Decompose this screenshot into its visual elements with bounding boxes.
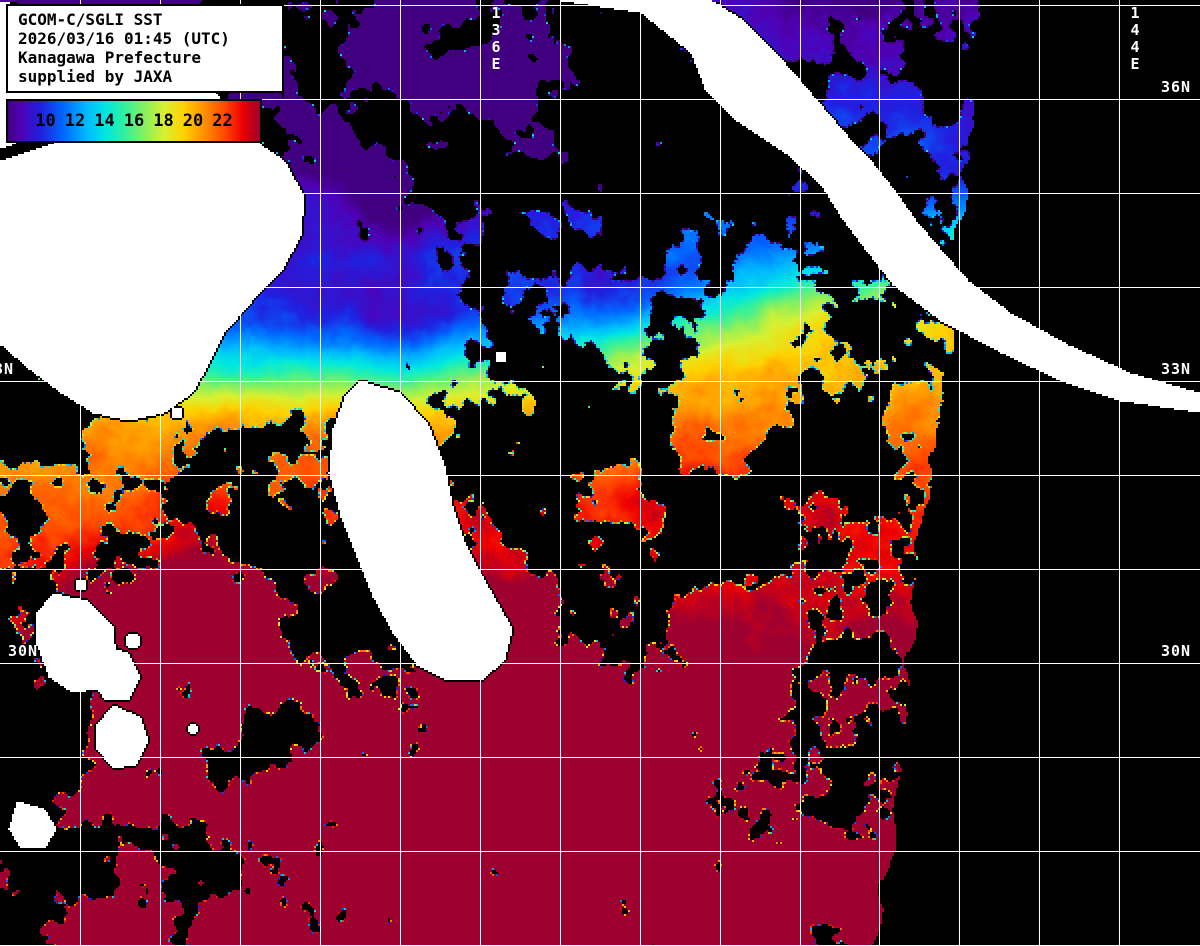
product-credit: supplied by JAXA (18, 67, 173, 86)
colorbar-tick-18: 18 (153, 111, 174, 131)
colorbar-tick-12: 12 (64, 111, 86, 131)
product-region: Kanagawa Prefecture (18, 48, 202, 67)
title-legend-box: GCOM-C/SGLI SST 2026/03/16 01:45 (UTC) K… (6, 4, 284, 93)
colorbar-tick-10: 10 (35, 111, 56, 131)
colorbar-gradient (8, 101, 260, 141)
product-datetime: 2026/03/16 01:45 (UTC) (18, 29, 230, 48)
product-title: GCOM-C/SGLI SST (18, 10, 163, 29)
sst-colorbar: 10 12 14 16 18 20 22 (6, 99, 262, 143)
colorbar-tick-14: 14 (94, 111, 115, 131)
colorbar-tick-labels: 10 12 14 16 18 20 22 (8, 101, 260, 141)
colorbar-tick-22: 22 (212, 111, 233, 131)
colorbar-tick-16: 16 (123, 111, 145, 131)
colorbar-tick-20: 20 (182, 111, 204, 131)
